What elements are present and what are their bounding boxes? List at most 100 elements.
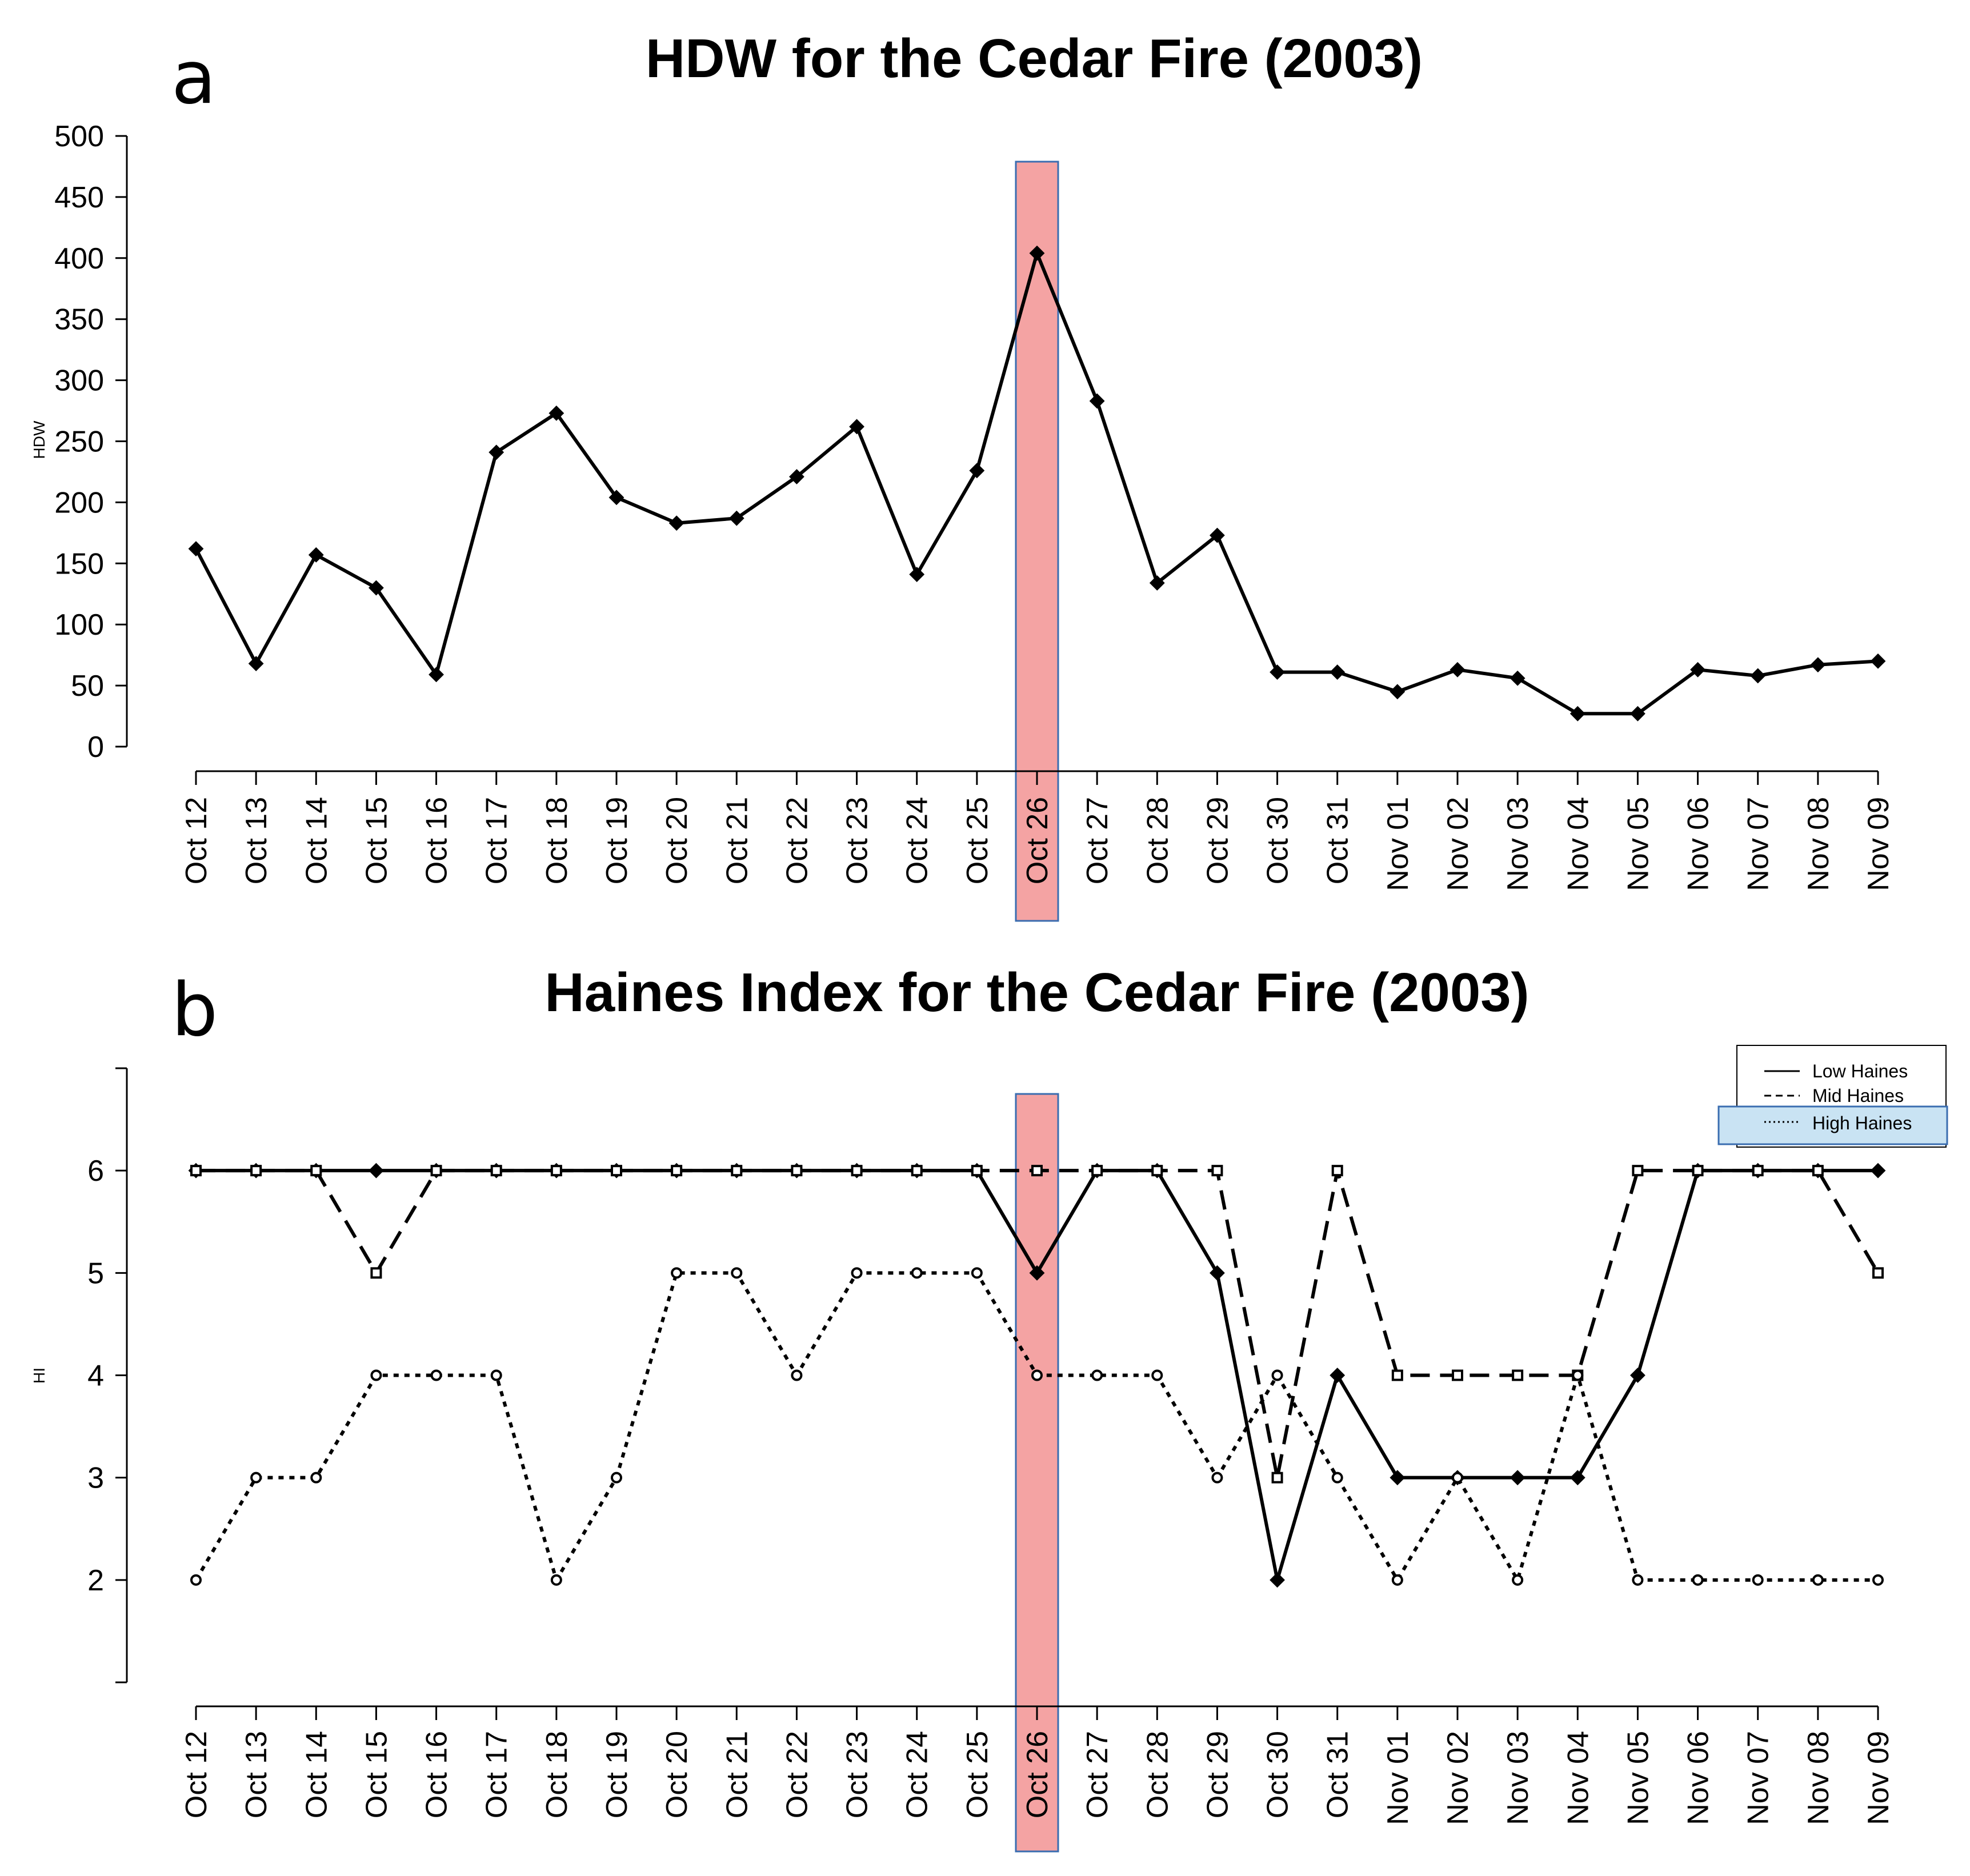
x-tick-label-oct-20: Oct 20	[660, 1731, 694, 1818]
data-point-high-haines-nov-06	[1692, 1574, 1704, 1586]
y-axis-label-hi: HI	[30, 1368, 48, 1384]
data-point-mid-haines-oct-23	[851, 1165, 863, 1177]
x-tick-label-oct-30: Oct 30	[1262, 797, 1295, 884]
x-tick-label-oct-22: Oct 22	[780, 797, 814, 884]
x-tick-label-nov-05: Nov 05	[1621, 1731, 1655, 1825]
x-tick-label-oct-15: Oct 15	[360, 1731, 393, 1818]
data-point-high-haines-oct-18	[550, 1574, 562, 1586]
data-point-low-haines-oct-30	[1270, 1572, 1285, 1588]
x-tick-label-oct-18: Oct 18	[540, 797, 574, 884]
data-point-mid-haines-oct-12	[190, 1165, 202, 1177]
x-tick-label-oct-31: Oct 31	[1322, 1731, 1355, 1818]
data-point-hdw-oct-17	[489, 444, 504, 460]
data-point-hdw-oct-30	[1270, 664, 1285, 680]
x-tick-label-oct-19: Oct 19	[600, 797, 634, 884]
y-tick-label: 300	[54, 364, 104, 398]
data-point-mid-haines-oct-30	[1271, 1472, 1283, 1484]
data-point-hdw-oct-26	[1029, 245, 1045, 261]
x-tick-label-oct-31: Oct 31	[1322, 797, 1355, 884]
x-tick-label-oct-22: Oct 22	[780, 1731, 814, 1818]
y-tick-label: 250	[54, 426, 104, 459]
data-point-hdw-nov-02	[1450, 662, 1466, 678]
series-hdw	[188, 245, 1886, 721]
data-point-mid-haines-nov-09	[1872, 1267, 1884, 1279]
y-tick-label: 450	[54, 181, 104, 214]
y-tick-label: 4	[87, 1360, 104, 1393]
chart-title-haines: Haines Index for the Cedar Fire (2003)	[544, 962, 1529, 1023]
data-point-high-haines-oct-20	[671, 1267, 683, 1279]
data-point-high-haines-oct-19	[611, 1472, 622, 1484]
data-point-high-haines-oct-26	[1031, 1369, 1043, 1381]
data-point-hdw-oct-20	[668, 515, 684, 531]
data-point-low-haines-nov-09	[1870, 1163, 1886, 1178]
legend-label-mid-haines: Mid Haines	[1812, 1085, 1904, 1106]
y-tick-label: 500	[54, 120, 104, 153]
data-point-mid-haines-oct-18	[550, 1165, 562, 1177]
data-point-high-haines-oct-27	[1091, 1369, 1103, 1381]
data-point-high-haines-oct-24	[911, 1267, 923, 1279]
panel-letter-b: b	[171, 968, 218, 1053]
data-point-hdw-oct-13	[248, 656, 264, 672]
x-tick-label-oct-21: Oct 21	[720, 797, 754, 884]
data-point-mid-haines-oct-15	[370, 1267, 382, 1279]
data-point-mid-haines-nov-05	[1632, 1165, 1644, 1177]
x-tick-label-oct-21: Oct 21	[720, 1731, 754, 1818]
legend: Low Haines Mid Haines High Haines	[1717, 1045, 1948, 1148]
x-tick-label-nov-01: Nov 01	[1382, 797, 1415, 891]
data-point-mid-haines-oct-17	[490, 1165, 502, 1177]
x-tick-label-nov-09: Nov 09	[1862, 1731, 1895, 1825]
x-tick-label-oct-19: Oct 19	[600, 1731, 634, 1818]
legend-highlight-box	[1717, 1105, 1948, 1145]
x-tick-label-oct-23: Oct 23	[841, 1731, 874, 1818]
data-point-hdw-oct-18	[548, 405, 564, 421]
data-point-mid-haines-oct-24	[911, 1165, 923, 1177]
data-point-hdw-oct-27	[1089, 393, 1105, 409]
data-point-low-haines-nov-03	[1509, 1470, 1525, 1486]
data-point-mid-haines-oct-19	[611, 1165, 622, 1177]
data-point-hdw-nov-06	[1690, 662, 1705, 678]
x-tick-label-nov-07: Nov 07	[1742, 797, 1775, 891]
x-tick-label-oct-26: Oct 26	[1021, 1731, 1054, 1818]
data-point-hdw-oct-15	[369, 580, 384, 596]
y-tick-label: 100	[54, 608, 104, 642]
data-point-high-haines-oct-14	[310, 1472, 322, 1484]
x-axis-hdw: Oct 12 Oct 13 Oct 14 Oct 15 Oct 16 Oct 17 Oct …	[180, 770, 1895, 891]
y-tick-label: 3	[87, 1462, 104, 1495]
y-tick-label: 2	[87, 1564, 104, 1597]
data-point-high-haines-oct-17	[490, 1369, 502, 1381]
data-point-high-haines-oct-31	[1331, 1472, 1343, 1484]
y-tick-label: 200	[54, 486, 104, 519]
x-tick-label-oct-25: Oct 25	[961, 797, 994, 884]
y-axis-hi: 2 3 4 5 6	[87, 1067, 128, 1683]
data-point-hdw-oct-19	[608, 490, 624, 506]
data-point-low-haines-oct-26	[1029, 1265, 1045, 1281]
panel-a-hdw-chart: a HDW for the Cedar Fire (2003) HDW 0 50 1…	[30, 28, 1895, 922]
data-point-hdw-oct-29	[1210, 527, 1225, 543]
x-tick-label-oct-15: Oct 15	[360, 797, 393, 884]
x-tick-label-nov-09: Nov 09	[1862, 797, 1895, 891]
data-point-mid-haines-oct-16	[430, 1165, 442, 1177]
data-point-hdw-nov-08	[1810, 657, 1826, 673]
x-tick-label-oct-23: Oct 23	[841, 797, 874, 884]
data-point-hdw-nov-04	[1569, 705, 1585, 721]
y-tick-label: 5	[87, 1257, 104, 1290]
x-tick-label-nov-04: Nov 04	[1561, 797, 1595, 891]
data-point-hdw-nov-09	[1870, 653, 1886, 669]
x-tick-label-nov-04: Nov 04	[1561, 1731, 1595, 1825]
x-tick-label-oct-17: Oct 17	[481, 1731, 514, 1818]
data-point-hdw-nov-07	[1750, 668, 1766, 684]
data-point-high-haines-nov-02	[1452, 1472, 1463, 1484]
x-tick-label-oct-25: Oct 25	[961, 1731, 994, 1818]
data-point-hdw-oct-25	[969, 463, 985, 479]
x-tick-label-oct-14: Oct 14	[300, 1731, 333, 1818]
data-point-mid-haines-nov-06	[1692, 1165, 1704, 1177]
data-point-low-haines-nov-05	[1630, 1368, 1645, 1383]
x-tick-label-oct-13: Oct 13	[240, 797, 273, 884]
x-tick-label-nov-01: Nov 01	[1382, 1731, 1415, 1825]
data-point-mid-haines-oct-21	[731, 1165, 743, 1177]
x-tick-label-oct-16: Oct 16	[421, 1731, 454, 1818]
y-tick-label: 350	[54, 303, 104, 336]
legend-label-high-haines: High Haines	[1812, 1113, 1912, 1133]
x-tick-label-nov-07: Nov 07	[1742, 1731, 1775, 1825]
